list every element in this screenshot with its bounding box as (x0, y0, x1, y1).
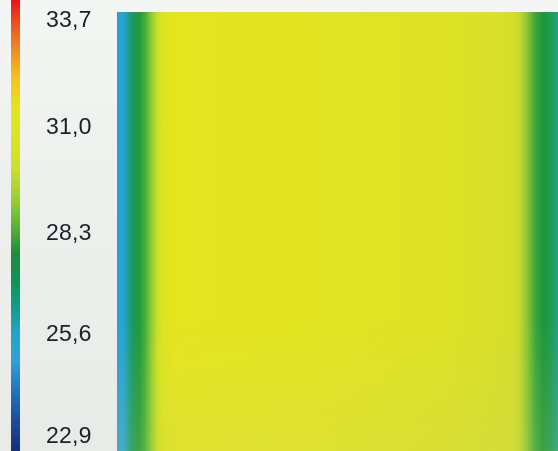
scale-tick-2: 31,0 (46, 113, 92, 139)
scale-tick-min: 22,9 (46, 422, 92, 448)
color-scale-bar (11, 0, 20, 451)
scale-tick-max: 33,7 (46, 6, 92, 32)
temperature-field-plot (117, 12, 558, 451)
scale-tick-4: 25,6 (46, 320, 92, 346)
scale-tick-3: 28,3 (46, 219, 92, 245)
